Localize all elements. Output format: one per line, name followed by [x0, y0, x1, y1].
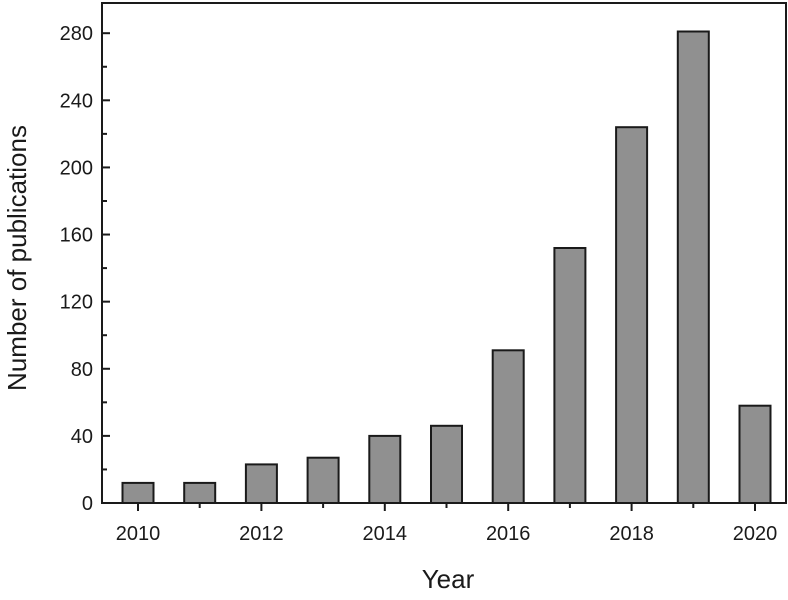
y-tick-label-240: 240	[60, 90, 93, 112]
y-tick-label-200: 200	[60, 157, 93, 179]
bar-2019	[676, 30, 710, 504]
x-tick-label-2016: 2016	[486, 523, 531, 545]
x-tick-label-2014: 2014	[363, 523, 408, 545]
y-axis-ticks: 0 40 80 120 160 200 240 280	[60, 23, 110, 515]
bar-2010	[121, 481, 155, 504]
bar-series	[121, 30, 772, 505]
y-tick-label-120: 120	[60, 292, 93, 314]
x-tick-label-2018: 2018	[609, 523, 654, 545]
bar-2016	[491, 349, 525, 504]
y-tick-label-80: 80	[71, 359, 93, 381]
bar-2011	[183, 481, 217, 504]
bar-2018	[615, 126, 649, 504]
bar-2015	[430, 424, 463, 504]
y-tick-label-280: 280	[60, 23, 93, 45]
y-axis-title: Number of publications	[2, 125, 32, 391]
x-tick-label-2010: 2010	[116, 523, 161, 545]
x-tick-label-2012: 2012	[239, 523, 284, 545]
y-tick-label-160: 160	[60, 225, 93, 247]
bar-2013	[306, 456, 340, 505]
x-axis-ticks: 2010 2012 2014 2016 2018 2020	[116, 503, 778, 545]
plot-frame	[101, 2, 787, 504]
y-tick-label-40: 40	[71, 426, 93, 448]
axes	[101, 2, 787, 504]
bar-2012	[244, 463, 278, 504]
y-tick-label-0: 0	[82, 493, 93, 515]
x-tick-label-2020: 2020	[733, 523, 778, 545]
bar-2020	[738, 404, 772, 505]
bar-2014	[368, 434, 402, 504]
bar-2017	[553, 247, 587, 504]
x-axis-title: Year	[422, 564, 475, 594]
